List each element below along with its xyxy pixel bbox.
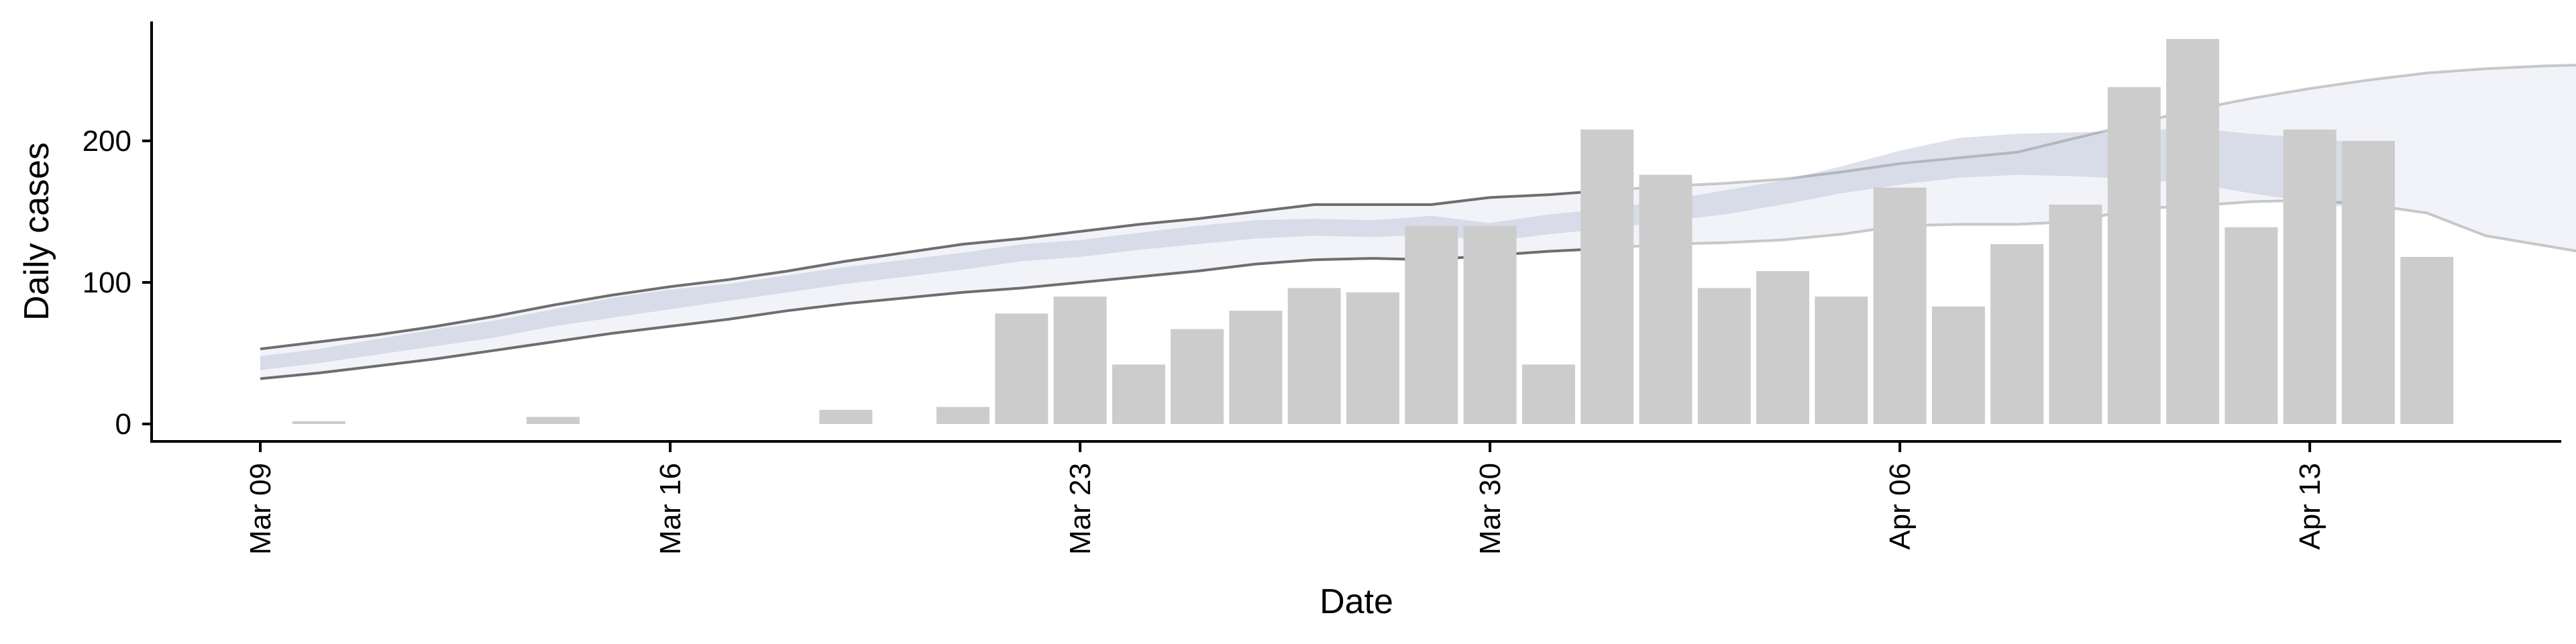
daily-cases-bar <box>1287 288 1341 424</box>
daily-cases-bar <box>2341 141 2395 424</box>
x-tick-label: Mar 16 <box>654 463 687 555</box>
y-tick-label: 0 <box>115 408 131 441</box>
forecast-upper-bound-line <box>260 189 1607 351</box>
daily-cases-bar <box>1346 292 1399 424</box>
x-axis-title: Date <box>1320 582 1393 621</box>
x-axis-ticks: Mar 09 Mar 16 Mar 23 Mar 30 Apr 06 Apr 13 <box>244 441 2326 555</box>
forecast-lower-bound-line-projected <box>1607 199 2576 253</box>
x-tick-label: Mar 09 <box>244 463 277 555</box>
y-axis-ticks: 0 100 200 <box>83 125 152 441</box>
daily-cases-bar <box>2107 87 2161 425</box>
daily-cases-bar <box>1639 174 1693 424</box>
forecast-layer <box>260 64 2576 380</box>
daily-cases-bar <box>995 313 1049 424</box>
daily-cases-bar <box>1873 187 1927 424</box>
forecast-upper-bound-line-projected <box>1607 64 2576 192</box>
daily-cases-bar <box>527 417 580 424</box>
daily-cases-bar <box>1521 364 1575 424</box>
forecast-lower-bound-line <box>260 247 1607 380</box>
daily-cases-bar <box>1815 297 1868 424</box>
x-tick-label: Mar 30 <box>1474 463 1507 555</box>
bars-layer <box>292 39 2454 425</box>
x-tick-label: Mar 23 <box>1064 463 1097 555</box>
daily-cases-bar <box>2049 205 2102 424</box>
daily-cases-bar <box>292 421 345 424</box>
daily-cases-bar <box>2166 39 2220 425</box>
x-tick-label: Apr 06 <box>1884 463 1917 550</box>
y-tick-label: 100 <box>83 266 131 299</box>
daily-cases-bar <box>819 409 873 424</box>
x-tick-label: Apr 13 <box>2294 463 2326 550</box>
daily-cases-bar <box>1697 288 1751 424</box>
forecast-inner-band <box>260 128 2369 370</box>
y-axis-title: Daily cases <box>17 142 56 321</box>
daily-cases-bar <box>1405 225 1458 424</box>
daily-cases-bar <box>1171 329 1224 424</box>
daily-cases-bar <box>1229 311 1283 424</box>
daily-cases-bar <box>2283 129 2337 424</box>
daily-cases-bar <box>2224 227 2278 424</box>
y-tick-label: 200 <box>83 125 131 158</box>
daily-cases-bar <box>1053 297 1107 424</box>
daily-cases-bar <box>1112 364 1165 424</box>
daily-cases-bar <box>1931 306 1985 424</box>
daily-cases-bar <box>2400 257 2454 424</box>
daily-cases-bar <box>1580 129 1634 424</box>
daily-cases-bar <box>936 407 989 424</box>
daily-cases-bar <box>1756 271 1809 424</box>
daily-cases-bar <box>1990 244 2044 424</box>
daily-cases-bar <box>1463 225 1517 424</box>
